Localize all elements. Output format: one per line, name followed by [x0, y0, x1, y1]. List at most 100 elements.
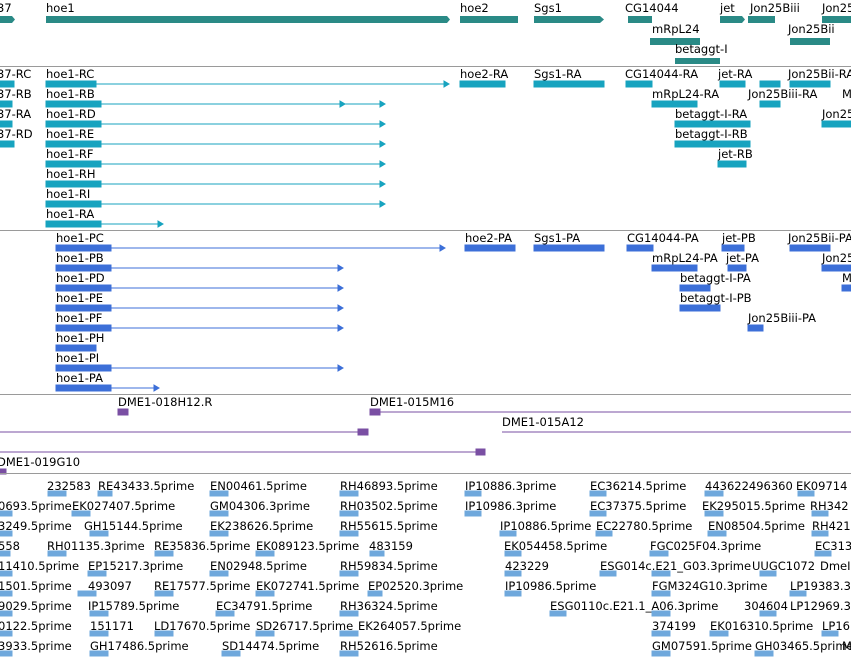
est-label[interactable]: 151171	[90, 619, 134, 633]
gene-label[interactable]: CG14044	[625, 1, 679, 15]
est-label[interactable]: 483159	[369, 539, 413, 553]
est-label[interactable]: SD26717.5prime	[256, 619, 354, 633]
est-label[interactable]: 3933.5prime	[0, 639, 72, 653]
est-label[interactable]: 423229	[505, 559, 549, 573]
clone-label[interactable]: DME1-015A12	[502, 415, 584, 429]
transcript-label[interactable]: hoe1-RI	[46, 187, 91, 201]
transcript-label[interactable]: hoe1-RF	[46, 147, 94, 161]
protein-label[interactable]: hoe1-PE	[56, 291, 104, 305]
est-label[interactable]: GM04306.3prime	[210, 499, 310, 513]
gene-label[interactable]: Jon25Biii	[750, 1, 800, 15]
protein-label[interactable]: M	[842, 271, 851, 285]
clone-label[interactable]: DME1-015M16	[370, 395, 455, 409]
est-label[interactable]: EK089123.5prime	[256, 539, 360, 553]
est-label[interactable]: 9029.5prime	[0, 599, 72, 613]
protein-label[interactable]: hoe1-PF	[56, 311, 103, 325]
est-label[interactable]: LP16	[822, 619, 850, 633]
est-label[interactable]: RH342	[810, 499, 849, 513]
est-label[interactable]: IP10986.5prime	[505, 579, 597, 593]
est-label[interactable]: IP15789.5prime	[88, 599, 180, 613]
transcript-label[interactable]: hoe1-RC	[46, 67, 95, 81]
gene-label[interactable]: Jon25Bii	[788, 22, 835, 36]
est-label[interactable]: FGM324G10.3prime	[652, 579, 768, 593]
clone-label[interactable]: DME1-019G10	[0, 455, 81, 469]
protein-label[interactable]: hoe1-PC	[56, 231, 104, 245]
transcript-label[interactable]: betaggt-I-RA	[675, 107, 748, 121]
transcript-label[interactable]: hoe1-RB	[46, 87, 95, 101]
gene-label[interactable]: 37	[0, 1, 12, 15]
protein-label[interactable]: hoe1-PI	[56, 351, 100, 365]
est-label[interactable]: EP15217.3prime	[88, 559, 184, 573]
est-label[interactable]: EC31327.5	[815, 539, 851, 553]
est-label[interactable]: EN08504.5prime	[708, 519, 805, 533]
protein-label[interactable]: Jon25Biii-PA	[748, 311, 817, 325]
est-label[interactable]: EK238626.5prime	[210, 519, 314, 533]
est-label[interactable]: 11410.5prime	[0, 559, 80, 573]
transcript-label[interactable]: hoe1-RH	[46, 167, 96, 181]
transcript-label[interactable]: mRpL24-RA	[652, 87, 720, 101]
est-label[interactable]: DmeI	[820, 559, 851, 573]
protein-label[interactable]: jet-PA	[726, 251, 759, 265]
est-label[interactable]: EK295015.5prime	[702, 499, 806, 513]
est-label[interactable]: EC34791.5prime	[216, 599, 313, 613]
protein-label[interactable]: betaggt-I-PA	[680, 271, 751, 285]
est-label[interactable]: GM07591.5prime	[652, 639, 752, 653]
transcript-label[interactable]: M	[842, 87, 851, 101]
est-label[interactable]: 0122.5prime	[0, 619, 72, 633]
transcript-label[interactable]: jet-RA	[718, 67, 753, 81]
est-label[interactable]: GH03465.5prime	[755, 639, 851, 653]
protein-label[interactable]: hoe1-PH	[56, 331, 105, 345]
transcript-label[interactable]: hoe1-RA	[46, 207, 95, 221]
protein-label[interactable]: hoe1-PB	[56, 251, 104, 265]
est-label[interactable]: RH52616.5prime	[340, 639, 438, 653]
gene-label[interactable]: jet	[720, 1, 735, 15]
est-label[interactable]: GH17486.5prime	[90, 639, 189, 653]
est-label[interactable]: EK027407.5prime	[72, 499, 176, 513]
est-label[interactable]: ESG0110c.E21.1_A06.3prime	[550, 599, 719, 613]
est-label[interactable]: EK09714	[796, 479, 848, 493]
est-label[interactable]: IP10986.3prime	[465, 499, 557, 513]
est-label[interactable]: SD14474.5prime	[222, 639, 320, 653]
est-label[interactable]: 443622496360	[705, 479, 793, 493]
protein-label[interactable]: Sgs1-PA	[534, 231, 581, 245]
gene-label[interactable]: hoe1	[46, 1, 75, 15]
transcript-label[interactable]: hoe1-RE	[46, 127, 95, 141]
est-label[interactable]: EK054458.5prime	[504, 539, 608, 553]
est-label[interactable]: EP02520.3prime	[368, 579, 464, 593]
protein-label[interactable]: Jon25	[822, 251, 851, 265]
est-label[interactable]: 232583	[47, 479, 91, 493]
transcript-label[interactable]: jet-RB	[718, 147, 753, 161]
transcript-label[interactable]: Sgs1-RA	[534, 67, 582, 81]
est-label[interactable]: EC36214.5prime	[590, 479, 687, 493]
transcript-label[interactable]: Jon25Biii-RA	[748, 87, 818, 101]
est-label[interactable]: EN00461.5prime	[210, 479, 307, 493]
transcript-label[interactable]: Jon25Bii-RA	[788, 67, 851, 81]
transcript-label[interactable]: 37-RB	[0, 87, 32, 101]
transcript-label[interactable]: hoe2-RA	[460, 67, 509, 81]
gene-label[interactable]: betaggt-I	[675, 42, 728, 56]
est-label[interactable]: RH46893.5prime	[340, 479, 438, 493]
est-label[interactable]: LP19383.3	[790, 579, 851, 593]
est-label[interactable]: RE35836.5prime	[154, 539, 251, 553]
est-label[interactable]: 304604	[744, 599, 788, 613]
est-label[interactable]: EK016310.5prime	[710, 619, 814, 633]
est-label[interactable]: ESG014c.E21_G03.3prime	[600, 559, 752, 573]
est-label[interactable]: RH59834.5prime	[340, 559, 438, 573]
est-label[interactable]: M	[842, 639, 851, 653]
gene-label[interactable]: Jon25	[822, 1, 851, 15]
transcript-label[interactable]: betaggt-I-RB	[675, 127, 748, 141]
est-label[interactable]: 558	[0, 539, 20, 553]
est-label[interactable]: LD17670.5prime	[154, 619, 251, 633]
transcript-label[interactable]: hoe1-RD	[46, 107, 96, 121]
est-label[interactable]: EK264057.5prime	[358, 619, 462, 633]
est-label[interactable]: 493097	[88, 579, 132, 593]
protein-label[interactable]: jet-PB	[722, 231, 756, 245]
gene-label[interactable]: hoe2	[460, 1, 489, 15]
est-label[interactable]: RE17577.5prime	[154, 579, 251, 593]
est-label[interactable]: 3249.5prime	[0, 519, 72, 533]
protein-label[interactable]: Jon25Bii-PA	[788, 231, 851, 245]
est-label[interactable]: 1501.5prime	[0, 579, 72, 593]
est-label[interactable]: RE43433.5prime	[98, 479, 195, 493]
est-label[interactable]: EC22780.5prime	[596, 519, 693, 533]
transcript-label[interactable]: CG14044-RA	[625, 67, 699, 81]
